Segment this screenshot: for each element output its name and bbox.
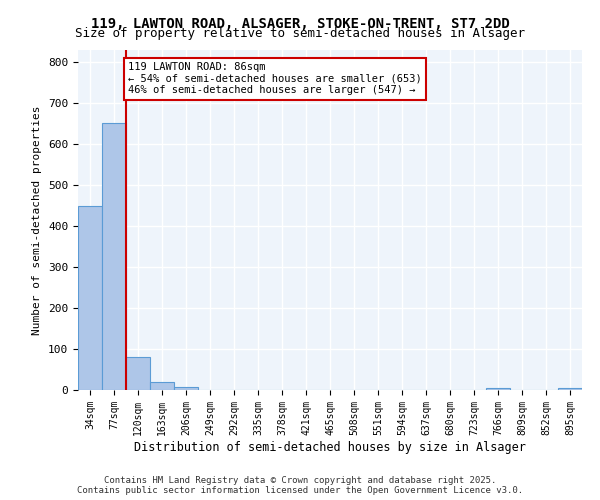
Bar [102, 122, 126, 390]
Bar [558, 388, 582, 390]
Bar [126, 357, 150, 390]
Bar [78, 206, 102, 390]
Text: Size of property relative to semi-detached houses in Alsager: Size of property relative to semi-detach… [75, 28, 525, 40]
Bar [486, 388, 510, 390]
Text: 119 LAWTON ROAD: 86sqm
← 54% of semi-detached houses are smaller (653)
46% of se: 119 LAWTON ROAD: 86sqm ← 54% of semi-det… [128, 62, 422, 96]
Y-axis label: Number of semi-detached properties: Number of semi-detached properties [32, 106, 43, 335]
Bar [150, 382, 174, 390]
Text: Contains HM Land Registry data © Crown copyright and database right 2025.
Contai: Contains HM Land Registry data © Crown c… [77, 476, 523, 495]
Text: 119, LAWTON ROAD, ALSAGER, STOKE-ON-TRENT, ST7 2DD: 119, LAWTON ROAD, ALSAGER, STOKE-ON-TREN… [91, 18, 509, 32]
X-axis label: Distribution of semi-detached houses by size in Alsager: Distribution of semi-detached houses by … [134, 440, 526, 454]
Bar [174, 386, 198, 390]
